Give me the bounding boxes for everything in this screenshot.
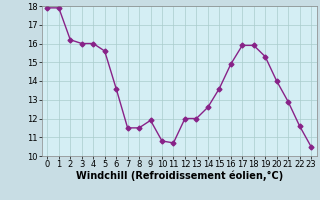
X-axis label: Windchill (Refroidissement éolien,°C): Windchill (Refroidissement éolien,°C) <box>76 171 283 181</box>
